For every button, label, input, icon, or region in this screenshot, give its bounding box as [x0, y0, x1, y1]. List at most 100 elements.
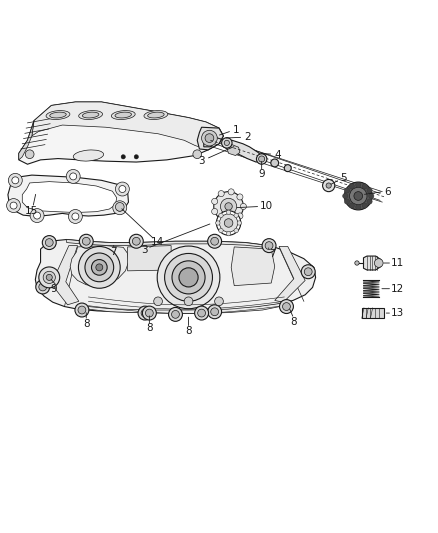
Circle shape: [10, 202, 17, 209]
Ellipse shape: [46, 110, 70, 119]
Text: 15: 15: [25, 206, 39, 216]
Circle shape: [284, 165, 291, 172]
Circle shape: [322, 180, 335, 192]
Text: 1: 1: [233, 125, 240, 135]
Circle shape: [46, 239, 53, 246]
Circle shape: [256, 154, 267, 164]
Circle shape: [201, 130, 217, 146]
Circle shape: [70, 173, 77, 180]
Circle shape: [25, 150, 34, 158]
Circle shape: [237, 221, 241, 225]
Circle shape: [349, 184, 354, 189]
Polygon shape: [78, 303, 284, 313]
Circle shape: [349, 203, 354, 208]
Circle shape: [367, 199, 372, 204]
Circle shape: [218, 216, 224, 222]
Polygon shape: [231, 247, 275, 286]
Circle shape: [216, 211, 241, 235]
Circle shape: [212, 208, 218, 215]
Circle shape: [222, 138, 232, 148]
Text: 3: 3: [141, 245, 148, 255]
Text: 10: 10: [259, 201, 272, 212]
Ellipse shape: [73, 150, 104, 161]
Circle shape: [228, 218, 234, 224]
Polygon shape: [22, 182, 117, 213]
Circle shape: [362, 203, 367, 208]
Text: 13: 13: [391, 308, 404, 318]
Circle shape: [344, 199, 350, 204]
Circle shape: [208, 305, 222, 319]
Circle shape: [226, 210, 231, 214]
Circle shape: [304, 268, 312, 276]
Ellipse shape: [148, 112, 164, 118]
Circle shape: [343, 193, 348, 199]
Ellipse shape: [50, 112, 66, 118]
Circle shape: [367, 188, 372, 193]
Circle shape: [374, 259, 383, 268]
Circle shape: [271, 159, 279, 167]
Text: 8: 8: [83, 319, 89, 329]
Circle shape: [356, 205, 361, 209]
Polygon shape: [197, 127, 223, 150]
Circle shape: [234, 228, 238, 233]
Circle shape: [350, 187, 367, 205]
Circle shape: [36, 280, 49, 294]
Circle shape: [119, 185, 126, 192]
Circle shape: [172, 261, 205, 294]
Circle shape: [262, 239, 276, 253]
Circle shape: [141, 309, 149, 317]
Circle shape: [240, 204, 247, 209]
Circle shape: [193, 150, 201, 158]
Circle shape: [219, 228, 223, 233]
Circle shape: [356, 182, 361, 188]
Text: 3: 3: [198, 156, 205, 166]
Circle shape: [214, 192, 244, 221]
Circle shape: [138, 306, 152, 320]
Polygon shape: [8, 175, 128, 216]
Circle shape: [212, 198, 218, 205]
Text: 8: 8: [290, 317, 297, 327]
Circle shape: [78, 306, 86, 314]
Text: 7: 7: [269, 249, 276, 259]
Circle shape: [211, 308, 219, 316]
Text: 11: 11: [391, 258, 404, 268]
Circle shape: [12, 177, 19, 184]
Polygon shape: [19, 102, 223, 164]
Polygon shape: [51, 246, 79, 305]
Circle shape: [362, 184, 367, 189]
Circle shape: [132, 237, 140, 245]
Circle shape: [265, 241, 273, 249]
Circle shape: [134, 155, 138, 159]
Circle shape: [30, 208, 44, 223]
Circle shape: [121, 155, 125, 159]
Circle shape: [224, 219, 233, 227]
Circle shape: [283, 303, 290, 310]
Circle shape: [46, 274, 52, 280]
Circle shape: [39, 267, 60, 288]
Circle shape: [116, 182, 129, 196]
Circle shape: [129, 235, 143, 248]
Polygon shape: [364, 256, 381, 270]
Circle shape: [145, 309, 153, 317]
Ellipse shape: [79, 110, 102, 119]
Circle shape: [154, 297, 162, 305]
Polygon shape: [35, 239, 316, 312]
Circle shape: [344, 188, 350, 193]
Circle shape: [225, 203, 232, 210]
Circle shape: [237, 213, 243, 219]
Circle shape: [226, 231, 231, 236]
Circle shape: [194, 306, 208, 320]
Circle shape: [113, 201, 127, 215]
Circle shape: [234, 213, 238, 217]
Text: 5: 5: [340, 173, 347, 183]
Circle shape: [92, 260, 107, 275]
Circle shape: [172, 310, 180, 318]
Circle shape: [205, 134, 214, 142]
Circle shape: [369, 193, 374, 199]
Text: 9: 9: [50, 284, 57, 294]
Polygon shape: [362, 308, 384, 318]
Circle shape: [228, 189, 234, 195]
Circle shape: [354, 192, 363, 200]
Circle shape: [165, 254, 212, 301]
Circle shape: [75, 303, 89, 317]
